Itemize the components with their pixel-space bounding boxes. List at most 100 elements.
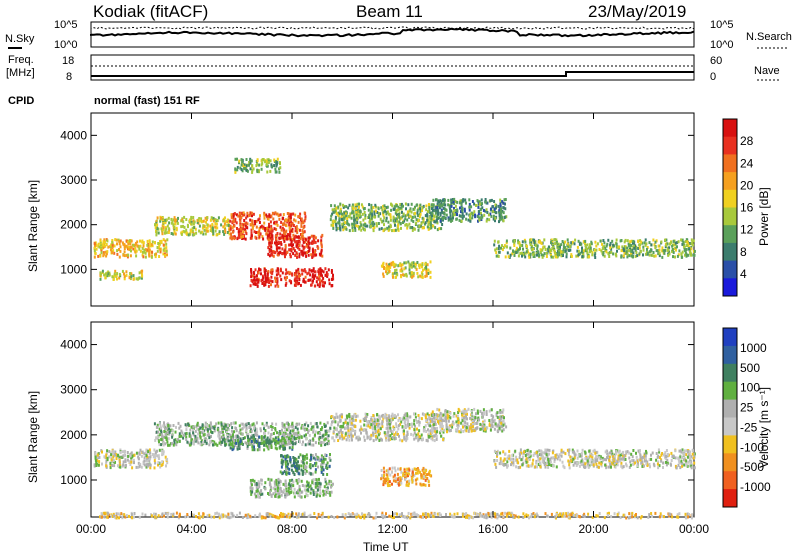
velocity-cell xyxy=(153,459,156,463)
power-cell xyxy=(282,231,285,235)
power-cell xyxy=(422,220,425,224)
velocity-cell xyxy=(164,433,167,437)
velocity-cell xyxy=(312,491,315,494)
velocity-cell xyxy=(423,413,426,417)
velocity-cell xyxy=(188,434,191,438)
power-cell xyxy=(265,162,268,166)
velocity-cell xyxy=(270,444,273,448)
velocity-cell xyxy=(422,470,425,474)
power-cell xyxy=(256,278,258,282)
power-cell xyxy=(102,243,105,247)
power-cell xyxy=(565,252,568,256)
velocity-cell xyxy=(364,412,367,416)
power-cell xyxy=(267,246,270,250)
velocity-cell xyxy=(293,436,296,440)
velocity-cell xyxy=(159,424,162,428)
power-cell xyxy=(422,268,424,272)
velocity-cell xyxy=(244,441,247,445)
power-cell xyxy=(314,249,317,253)
velocity-cell xyxy=(416,427,418,431)
velocity-cell xyxy=(405,480,408,484)
velocity-cell xyxy=(236,446,239,449)
power-cell xyxy=(541,248,544,252)
power-cell xyxy=(671,244,674,248)
power-cell xyxy=(230,232,232,236)
power-cell xyxy=(412,227,415,230)
power-cell xyxy=(240,231,243,235)
velocity-cell xyxy=(305,492,308,496)
velocity-cell xyxy=(127,454,130,458)
power-cell xyxy=(544,248,547,251)
velocity-cell xyxy=(415,436,418,440)
power-cell xyxy=(113,251,116,255)
velocity-cell xyxy=(157,454,160,458)
power-cell xyxy=(420,275,423,279)
power-cell xyxy=(429,260,432,264)
power-cell xyxy=(685,238,688,242)
power-cell xyxy=(426,212,429,216)
power-cell xyxy=(509,253,512,257)
velocity-cell xyxy=(279,487,282,491)
velocity-cell xyxy=(325,454,328,457)
power-cell xyxy=(665,243,668,247)
velocity-cell xyxy=(164,427,167,431)
velocity-cell xyxy=(208,443,211,447)
power-cell xyxy=(311,241,314,245)
power-cell xyxy=(633,246,636,250)
power-cell xyxy=(249,236,252,240)
velocity-cell xyxy=(280,458,283,462)
power-cell xyxy=(386,205,389,209)
velocity-cell xyxy=(121,450,124,454)
power-cell xyxy=(252,212,255,216)
power-cell xyxy=(628,249,631,252)
power-cell xyxy=(477,212,480,216)
velocity-cell xyxy=(301,472,304,476)
power-cell xyxy=(192,216,195,219)
power-cell xyxy=(279,274,282,278)
velocity-cell xyxy=(366,435,369,439)
power-cell xyxy=(409,263,412,267)
power-cell xyxy=(602,253,605,257)
velocity-cell xyxy=(383,470,386,474)
power-cell xyxy=(243,222,246,226)
velocity-cell xyxy=(232,433,234,437)
power-cell xyxy=(210,227,213,231)
power-cell xyxy=(228,227,231,231)
power-cell xyxy=(304,215,307,219)
velocity-cell xyxy=(318,485,321,489)
power-cell xyxy=(143,248,146,252)
power-cell xyxy=(320,279,323,283)
power-cell xyxy=(602,246,604,250)
velocity-cell xyxy=(175,425,177,429)
velocity-cell xyxy=(429,473,432,477)
power-cell xyxy=(319,270,322,274)
velocity-cell xyxy=(300,479,303,483)
power-cell xyxy=(364,216,367,220)
velocity-cell xyxy=(306,494,309,498)
power-cell xyxy=(284,233,287,237)
velocity-cell xyxy=(231,426,234,430)
power-cell xyxy=(354,218,357,222)
power-cell xyxy=(560,243,563,247)
power-cell xyxy=(234,170,237,174)
power-cell xyxy=(239,166,242,170)
velocity-cell xyxy=(309,463,312,466)
velocity-cell xyxy=(312,482,315,486)
velocity-cell xyxy=(267,431,270,435)
power-cell xyxy=(682,241,685,245)
velocity-cell xyxy=(329,458,332,462)
power-cell xyxy=(155,252,158,256)
power-cell xyxy=(129,272,132,275)
velocity-cell xyxy=(234,421,237,425)
velocity-cell xyxy=(202,441,205,445)
power-cell xyxy=(162,224,165,228)
velocity-cell xyxy=(162,452,165,456)
power-cell xyxy=(261,278,264,282)
velocity-cell xyxy=(417,414,420,417)
power-cell xyxy=(249,218,252,222)
power-cell xyxy=(275,227,278,231)
velocity-cell xyxy=(426,418,429,421)
velocity-cell xyxy=(153,422,156,426)
power-cell xyxy=(389,266,392,269)
velocity-cell xyxy=(197,441,200,445)
